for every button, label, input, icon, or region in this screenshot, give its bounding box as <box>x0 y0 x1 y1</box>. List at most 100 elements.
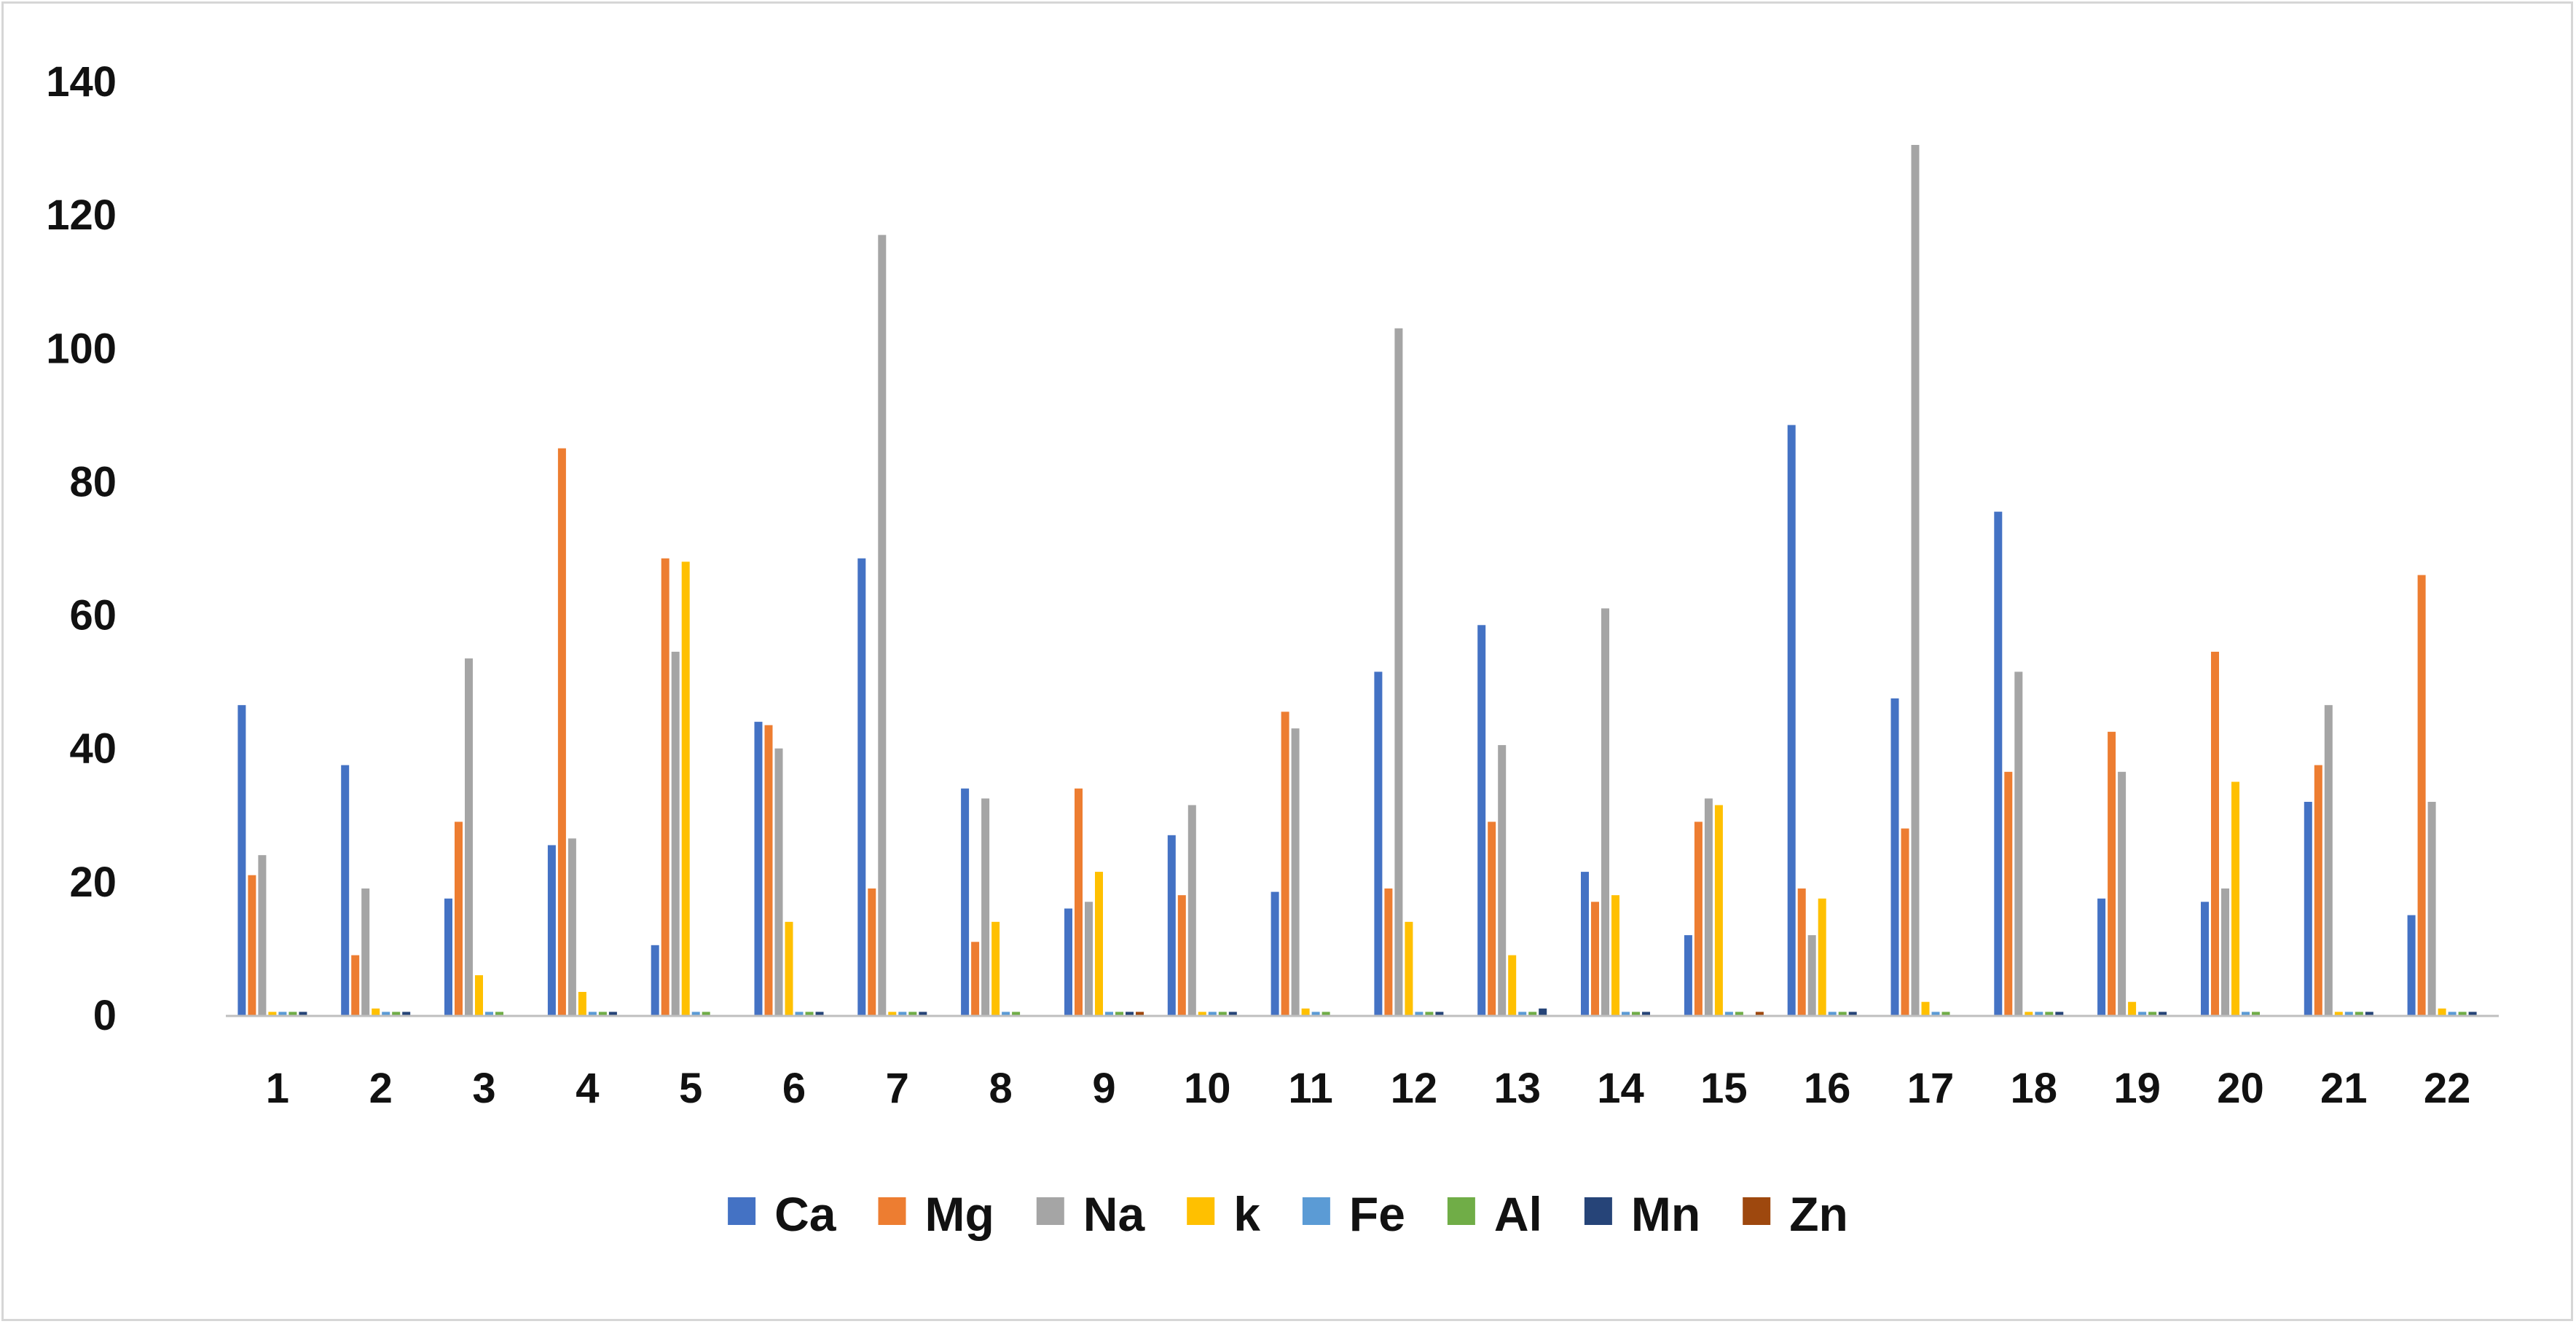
x-tick-label: 7 <box>886 1065 909 1112</box>
bar-ca-8 <box>961 788 970 1015</box>
bar-na-16 <box>1807 935 1816 1015</box>
x-tick-label: 18 <box>2011 1065 2058 1112</box>
x-tick-label: 9 <box>1092 1065 1115 1112</box>
bar-mg-3 <box>455 821 463 1015</box>
bar-al-6 <box>805 1012 814 1015</box>
bar-mn-18 <box>2055 1012 2064 1015</box>
bar-ca-4 <box>547 845 556 1015</box>
bar-mn-19 <box>2159 1012 2167 1015</box>
legend-swatch <box>1743 1197 1771 1225</box>
bar-al-17 <box>1941 1012 1950 1015</box>
bar-mn-14 <box>1642 1012 1650 1015</box>
bar-ca-6 <box>754 722 763 1015</box>
bar-ca-15 <box>1684 935 1692 1015</box>
x-tick-label: 15 <box>1700 1065 1748 1112</box>
legend-item-k: k <box>1187 1187 1260 1241</box>
bar-mg-5 <box>661 558 669 1015</box>
legend-item-mg: Mg <box>878 1187 994 1241</box>
bar-na-10 <box>1187 805 1196 1015</box>
bar-na-18 <box>2014 671 2023 1015</box>
bar-fe-17 <box>1931 1012 1940 1015</box>
bar-mg-9 <box>1075 788 1083 1015</box>
bar-ca-11 <box>1271 891 1279 1015</box>
x-tick-label: 16 <box>1804 1065 1851 1112</box>
bar-ca-21 <box>2304 802 2312 1015</box>
bar-al-22 <box>2458 1012 2467 1015</box>
bar-al-4 <box>598 1012 607 1015</box>
bar-mg-1 <box>248 875 256 1015</box>
bar-fe-12 <box>1415 1012 1424 1015</box>
bar-al-18 <box>2045 1012 2054 1015</box>
bar-mn-4 <box>608 1012 617 1015</box>
x-tick-label: 3 <box>472 1065 495 1112</box>
bar-ca-1 <box>237 705 246 1015</box>
legend-swatch <box>1584 1197 1612 1225</box>
bar-ca-19 <box>2097 898 2106 1016</box>
bar-fe-13 <box>1518 1012 1527 1015</box>
bar-fe-8 <box>1002 1012 1010 1015</box>
legend-label: Zn <box>1789 1187 1848 1241</box>
bar-al-13 <box>1528 1012 1537 1015</box>
bar-al-1 <box>288 1012 297 1015</box>
bar-fe-22 <box>2448 1012 2457 1015</box>
y-tick-label: 80 <box>69 458 117 505</box>
bar-al-10 <box>1218 1012 1227 1015</box>
bar-fe-10 <box>1208 1012 1217 1015</box>
x-tick-label: 20 <box>2217 1065 2264 1112</box>
bar-mn-10 <box>1228 1012 1237 1015</box>
bar-k-12 <box>1405 921 1413 1015</box>
bar-na-17 <box>1911 145 1920 1015</box>
bar-al-20 <box>2252 1012 2260 1015</box>
bar-mg-22 <box>2417 575 2426 1015</box>
x-tick-label: 21 <box>2320 1065 2368 1112</box>
bar-mg-12 <box>1384 888 1393 1015</box>
bar-fe-16 <box>1828 1012 1837 1015</box>
legend-swatch <box>1187 1197 1215 1225</box>
bar-ca-17 <box>1890 698 1899 1015</box>
y-tick-label: 0 <box>93 992 117 1039</box>
y-axis-ticks: 0 20 40 60 80 100 120 140 <box>46 58 117 1039</box>
legend-swatch <box>878 1197 906 1225</box>
bar-ca-13 <box>1477 625 1486 1015</box>
bar-k-10 <box>1198 1012 1206 1015</box>
bar-mg-18 <box>2004 771 2013 1015</box>
bar-k-22 <box>2438 1008 2446 1015</box>
bar-k-18 <box>2025 1012 2033 1015</box>
bar-mn-21 <box>2365 1012 2373 1015</box>
legend-item-mn: Mn <box>1584 1187 1700 1241</box>
bar-k-8 <box>991 921 1000 1015</box>
legend-label: Ca <box>774 1187 837 1241</box>
bar-fe-11 <box>1311 1012 1320 1015</box>
bar-k-16 <box>1818 898 1826 1016</box>
bar-na-21 <box>2324 705 2333 1015</box>
bar-mg-13 <box>1488 821 1496 1015</box>
y-tick-label: 20 <box>69 859 117 906</box>
bar-al-11 <box>1322 1012 1330 1015</box>
bar-k-5 <box>681 561 690 1015</box>
bar-na-11 <box>1291 728 1300 1015</box>
bar-ca-5 <box>651 945 659 1015</box>
bar-mg-20 <box>2211 651 2219 1015</box>
bar-ca-20 <box>2201 902 2209 1015</box>
bar-k-19 <box>2128 1001 2137 1015</box>
x-tick-label: 22 <box>2424 1065 2471 1112</box>
bar-mg-14 <box>1591 902 1599 1015</box>
y-tick-label: 140 <box>46 58 117 106</box>
bar-ca-7 <box>857 558 866 1015</box>
bar-al-3 <box>495 1012 503 1015</box>
bar-na-5 <box>671 651 680 1015</box>
bar-mg-7 <box>868 888 876 1015</box>
bar-al-14 <box>1632 1012 1640 1015</box>
bar-k-11 <box>1301 1008 1310 1015</box>
x-axis-ticks: 1 2 3 4 5 6 7 8 9 10 11 12 13 14 15 16 17 18 19 20 21 22 <box>266 1065 2471 1112</box>
bar-al-2 <box>392 1012 401 1015</box>
bar-na-1 <box>258 855 267 1015</box>
bar-mg-11 <box>1281 712 1289 1015</box>
bars <box>237 145 2477 1016</box>
x-tick-label: 13 <box>1493 1065 1541 1112</box>
x-tick-label: 14 <box>1597 1065 1644 1112</box>
legend-swatch <box>1302 1197 1330 1225</box>
bar-k-6 <box>785 921 793 1015</box>
bar-na-20 <box>2221 888 2229 1015</box>
bar-fe-7 <box>898 1012 907 1015</box>
